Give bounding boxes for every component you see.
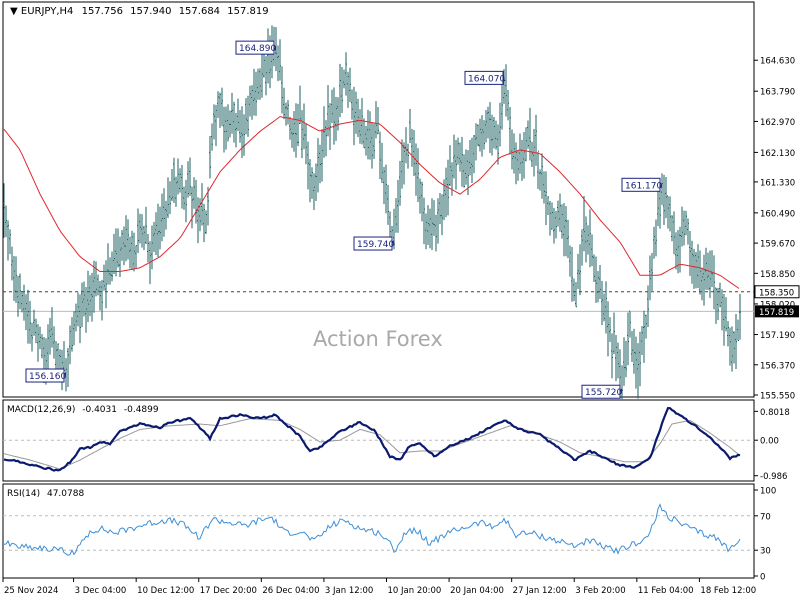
watermark: Action Forex	[313, 327, 443, 351]
annotation-box	[621, 177, 661, 192]
annotation-label: 156.160	[29, 372, 66, 382]
close-value: 157.819	[227, 6, 268, 17]
macd-signal-line	[3, 418, 741, 470]
rsi-axis-ticks: 100 70 30 0	[3, 487, 776, 583]
symbol-header: ▼ EURJPY,H4 157.756 157.940 157.684 157.…	[10, 6, 269, 17]
annotation-box	[235, 40, 275, 55]
rsi-line	[3, 503, 741, 556]
macd-axis-ticks: 0.8018 0.00 -0.986	[3, 408, 790, 482]
annotation-box	[581, 384, 621, 399]
annotation-label: 164.890	[239, 44, 276, 54]
reference-price-label: 158.350	[759, 288, 794, 298]
price-tick-label: 164.630	[760, 57, 795, 67]
macd-signal-value: -0.4899	[124, 405, 159, 415]
rsi-label: RSI(14)	[7, 489, 40, 499]
price-tick-label: 162.970	[760, 118, 795, 128]
time-tick-label: 18 Feb 12:00	[700, 586, 756, 596]
macd-tick-label: -0.986	[760, 472, 787, 482]
annotation-label: 161.170	[625, 181, 662, 191]
time-tick-label: 11 Feb 04:00	[638, 586, 694, 596]
price-tick-label: 156.370	[760, 361, 795, 371]
rsi-tick-label: 100	[760, 487, 776, 497]
time-axis: 25 Nov 2024 3 Dec 04:00 10 Dec 12:00 17 Dec…	[2, 578, 756, 596]
rsi-value: 47.0788	[47, 489, 84, 499]
symbol-label: EURJPY,H4	[21, 6, 74, 17]
macd-header: MACD(12,26,9) -0.4031 -0.4899	[7, 405, 159, 415]
price-tick-label: 159.670	[760, 240, 795, 250]
price-tick-label: 163.790	[760, 88, 795, 98]
price-reference-lines: 158.350 157.819	[3, 285, 800, 318]
macd-label: MACD(12,26,9)	[7, 405, 75, 415]
time-tick-label: 10 Dec 12:00	[137, 586, 194, 596]
price-tick-label: 157.190	[760, 331, 795, 341]
time-tick-label: 17 Dec 20:00	[200, 586, 257, 596]
rsi-tick-label: 30	[760, 547, 771, 557]
price-annotations: 164.890 156.160 159.740 164.070 155.720 161.1…	[25, 40, 662, 399]
rsi-header: RSI(14) 47.0788	[7, 489, 84, 499]
rsi-tick-label: 70	[760, 512, 771, 522]
time-tick-label: 26 Dec 04:00	[262, 586, 319, 596]
time-tick-label: 3 Jan 12:00	[325, 586, 373, 596]
current-price-label: 157.819	[759, 308, 794, 318]
annotation-label: 155.720	[585, 388, 622, 398]
macd-value: -0.4031	[82, 405, 117, 415]
macd-tick-label: 0.8018	[760, 408, 790, 418]
price-panel	[2, 1, 755, 398]
moving-average-line	[3, 116, 740, 289]
time-tick-label: 25 Nov 2024	[4, 586, 58, 596]
annotation-label: 164.070	[468, 74, 505, 84]
annotation-box	[25, 368, 65, 383]
low-value: 157.684	[179, 6, 220, 17]
time-tick-label: 10 Jan 20:00	[388, 586, 442, 596]
annotation-label: 159.740	[357, 240, 394, 250]
annotation-box	[353, 236, 393, 251]
price-tick-label: 161.330	[760, 178, 795, 188]
price-header-triangle: ▼	[10, 6, 18, 17]
price-tick-label: 155.550	[760, 392, 795, 402]
rsi-tick-label: 0	[760, 573, 765, 583]
high-value: 157.940	[130, 6, 171, 17]
time-tick-label: 3 Feb 20:00	[575, 586, 625, 596]
time-tick-label: 3 Dec 04:00	[75, 586, 127, 596]
current-price-box	[755, 305, 799, 318]
price-tick-label: 158.850	[760, 270, 795, 280]
reference-price-box	[754, 285, 800, 299]
time-tick-label: 27 Jan 12:00	[513, 586, 567, 596]
macd-line	[3, 406, 741, 472]
macd-tick-label: 0.00	[760, 437, 779, 447]
open-value: 157.756	[82, 6, 123, 17]
price-tick-label: 162.130	[760, 149, 795, 159]
annotation-box	[464, 70, 504, 85]
price-tick-label: 160.490	[760, 209, 795, 219]
time-tick-label: 20 Jan 04:00	[450, 586, 504, 596]
price-axis-ticks: 164.630 163.790 162.970 162.130 161.330 160.4…	[754, 57, 795, 402]
